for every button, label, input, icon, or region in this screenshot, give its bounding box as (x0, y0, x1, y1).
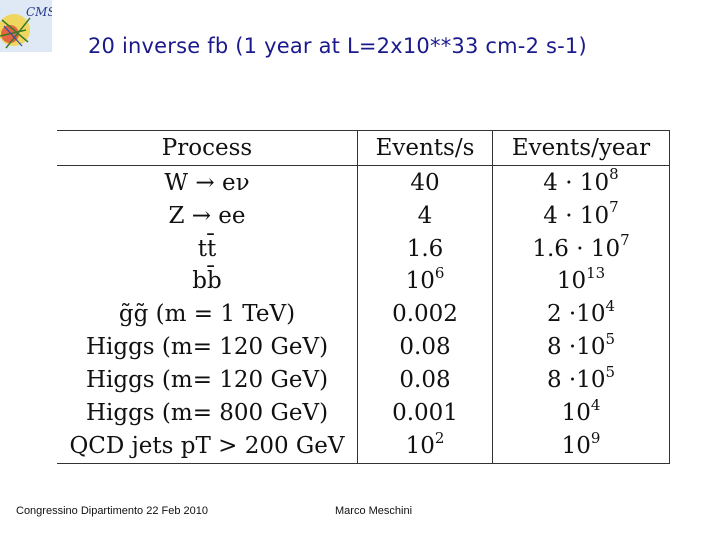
events-s-exp: 6 (434, 263, 445, 282)
events-year-cell: 4 · 107 (493, 199, 670, 232)
table-row: g̃g̃ (m = 1 TeV) 0.002 2 ·104 (57, 297, 670, 331)
events-year-exp: 5 (605, 362, 616, 381)
col-header-process: Process (57, 130, 358, 166)
events-s-cell: 40 (357, 165, 493, 200)
process-cell: Higgs (m= 120 GeV) (57, 363, 358, 397)
table-row: Higgs (m= 800 GeV) 0.001 104 (57, 396, 670, 430)
process-cell: QCD jets pT > 200 GeV (57, 429, 358, 463)
events-s-cell: 102 (357, 428, 493, 463)
table-row: tt̄ 1.6 1.6 · 107 (57, 232, 669, 265)
events-s-cell: 0.08 (357, 363, 493, 397)
events-year-cell: 109 (493, 430, 670, 463)
process-cell: Z → ee (57, 199, 358, 233)
table-row: QCD jets pT > 200 GeV 102 109 (57, 428, 670, 463)
events-year-cell: 8 ·105 (493, 364, 670, 397)
events-s-base: 10 (405, 268, 435, 295)
events-year-base: 4 · 10 (543, 202, 610, 229)
events-year-cell: 1.6 · 107 (493, 232, 670, 265)
events-s-cell: 0.001 (357, 396, 493, 430)
process-cell: bb̄ (57, 265, 358, 298)
events-year-cell: 4 · 108 (493, 166, 670, 200)
events-s-cell: 0.08 (357, 330, 493, 364)
process-cell: Higgs (m= 800 GeV) (57, 396, 358, 430)
process-cell: tt̄ (57, 232, 358, 265)
process-cell: W → eν (57, 165, 358, 200)
table-row: W → eν 40 4 · 108 (57, 165, 670, 200)
process-cell: Higgs (m= 120 GeV) (57, 330, 358, 364)
events-year-base: 2 ·10 (546, 301, 606, 328)
process-cell: g̃g̃ (m = 1 TeV) (57, 297, 358, 331)
events-s-base: 10 (405, 433, 435, 460)
footer-event: Congressino Dipartimento 22 Feb 2010 (16, 505, 209, 517)
events-s-cell: 106 (357, 263, 493, 298)
events-year-exp: 9 (590, 428, 601, 447)
events-year-base: 8 ·10 (546, 334, 606, 361)
table-row: Z → ee 4 4 · 107 (57, 199, 670, 233)
cms-logo: CMS (0, 0, 56, 52)
events-year-cell: 104 (493, 397, 670, 430)
col-header-events-per-year: Events/year (492, 130, 669, 166)
events-year-exp: 7 (620, 230, 630, 249)
col-header-events-per-second: Events/s (357, 130, 493, 166)
events-table: Process Events/s Events/year W → eν 40 4… (57, 130, 670, 464)
events-year-base: 1.6 · 10 (532, 235, 621, 262)
events-year-base: 4 · 10 (543, 169, 610, 196)
events-year-base: 10 (561, 400, 591, 427)
events-year-cell: 1013 (493, 265, 670, 298)
events-year-exp: 8 (609, 164, 619, 183)
table-row: Higgs (m= 120 GeV) 0.08 8 ·105 (57, 330, 670, 364)
events-year-base: 10 (561, 433, 591, 460)
footer-author: Marco Meschini (335, 505, 413, 517)
table-row: Higgs (m= 120 GeV) 0.08 8 ·105 (57, 363, 670, 397)
events-s-cell: 0.002 (357, 297, 493, 331)
events-year-base: 8 ·10 (546, 367, 606, 394)
events-year-exp: 7 (609, 197, 619, 216)
events-year-exp: 4 (605, 296, 616, 315)
events-s-exp: 2 (434, 428, 445, 447)
events-year-cell: 2 ·104 (493, 298, 670, 331)
events-s-cell: 4 (357, 199, 493, 233)
events-s-cell: 1.6 (357, 232, 493, 265)
table-header-row: Process Events/s Events/year (57, 130, 669, 166)
events-year-base: 10 (556, 268, 587, 295)
page-title: 20 inverse fb (1 year at L=2x10**33 cm-2… (88, 34, 587, 58)
events-year-cell: 8 ·105 (493, 331, 670, 364)
table-row: bb̄ 106 1013 (57, 265, 669, 298)
events-year-exp: 5 (605, 329, 616, 348)
events-year-exp: 4 (590, 395, 601, 414)
cms-logo-text: CMS (26, 5, 52, 19)
events-year-exp: 13 (586, 263, 606, 282)
